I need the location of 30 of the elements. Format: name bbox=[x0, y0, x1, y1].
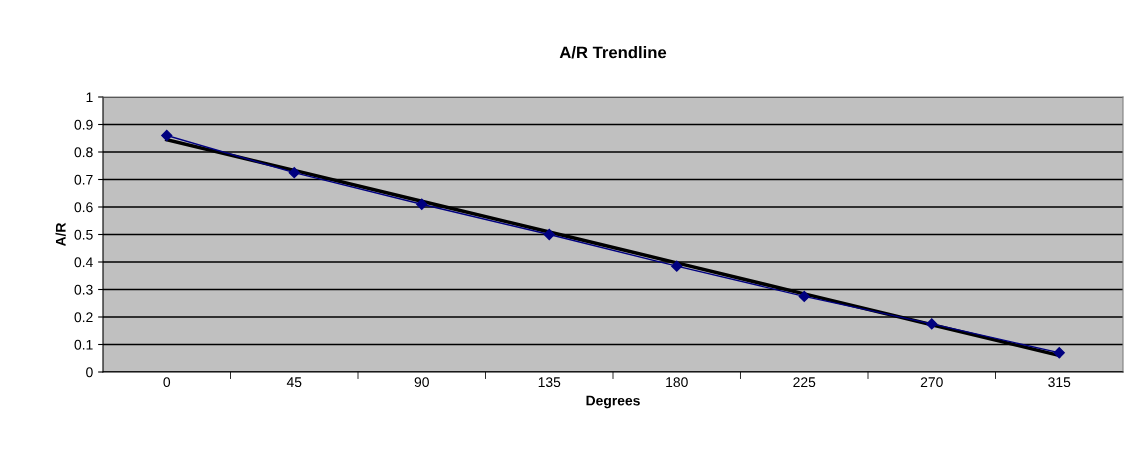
x-tick-label: 0 bbox=[163, 377, 171, 388]
point bbox=[1053, 347, 1065, 359]
y-tick-label: 0.1 bbox=[74, 339, 93, 350]
y-tick-label: 0.9 bbox=[74, 119, 93, 130]
y-tick-label: 1 bbox=[86, 92, 93, 103]
chart-title: A/R Trendline bbox=[559, 46, 667, 59]
point bbox=[288, 167, 300, 179]
y-tick-label: 0.6 bbox=[74, 202, 93, 213]
y-tick-label: 0.4 bbox=[74, 257, 93, 268]
point bbox=[798, 290, 810, 302]
point bbox=[926, 318, 938, 330]
y-tick-label: 0.2 bbox=[74, 312, 93, 323]
point bbox=[671, 260, 683, 272]
x-tick-label: 270 bbox=[920, 377, 943, 388]
x-axis-title: Degrees bbox=[586, 395, 640, 409]
y-axis-title: A/R bbox=[55, 222, 66, 247]
point bbox=[161, 129, 173, 142]
y-tick-label: 0.5 bbox=[74, 229, 93, 240]
y-tick-label: 0.7 bbox=[74, 174, 93, 185]
x-tick-label: 45 bbox=[286, 377, 302, 388]
x-tick-label: 315 bbox=[1048, 377, 1071, 388]
x-tick-label: 90 bbox=[414, 377, 429, 388]
point bbox=[543, 228, 555, 241]
x-tick-label: 180 bbox=[666, 377, 688, 388]
point bbox=[416, 198, 428, 210]
y-tick-label: 0.8 bbox=[74, 147, 93, 158]
x-tick-label: 135 bbox=[538, 377, 561, 388]
x-tick-label: 225 bbox=[793, 377, 816, 388]
y-tick-label: 0 bbox=[86, 367, 93, 378]
y-tick-label: 0.3 bbox=[74, 284, 93, 295]
